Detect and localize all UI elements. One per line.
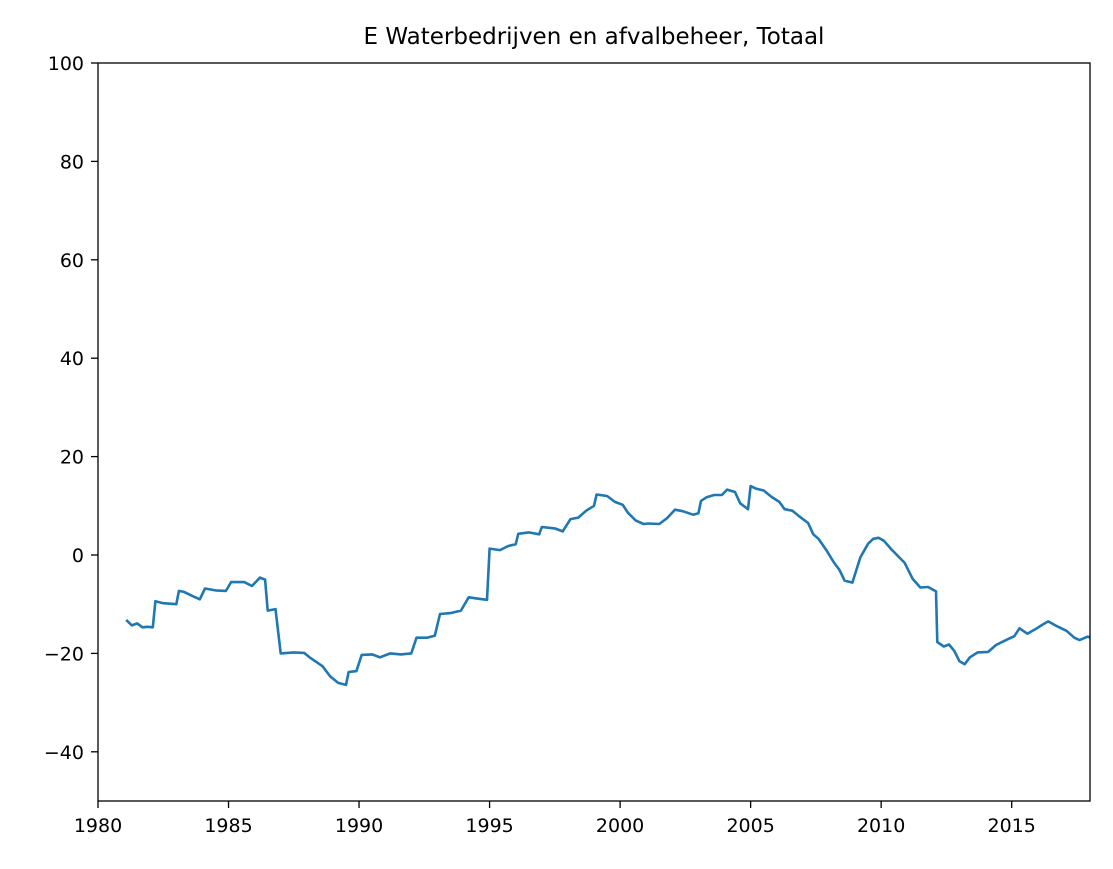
plot-area bbox=[125, 484, 1091, 687]
y-tick-label: 60 bbox=[60, 250, 84, 272]
y-tick-label: 100 bbox=[48, 53, 84, 75]
plot-frame bbox=[97, 62, 1091, 802]
x-axis: 1980 1985 1990 1995 2000 2005 2010 2015 bbox=[74, 801, 1036, 837]
y-axis: 100 80 60 40 20 0 −20 −40 bbox=[44, 53, 98, 764]
x-tick-label: 1980 bbox=[74, 815, 122, 837]
series-line bbox=[125, 484, 1091, 687]
x-tick-label: 2010 bbox=[857, 815, 905, 837]
y-tick-label: 80 bbox=[60, 151, 84, 173]
x-tick-label: 1990 bbox=[335, 815, 383, 837]
x-tick-label: 1995 bbox=[465, 815, 513, 837]
x-tick-label: 2015 bbox=[988, 815, 1036, 837]
y-tick-label: −20 bbox=[44, 643, 84, 665]
y-tick-label: −40 bbox=[44, 742, 84, 764]
y-tick-label: 0 bbox=[72, 545, 84, 567]
y-tick-label: 40 bbox=[60, 348, 84, 370]
x-tick-label: 2005 bbox=[726, 815, 774, 837]
x-tick-label: 1985 bbox=[204, 815, 252, 837]
y-tick-label: 20 bbox=[60, 447, 84, 469]
x-tick-label: 2000 bbox=[596, 815, 644, 837]
chart-title: E Waterbedrijven en afvalbeheer, Totaal bbox=[364, 24, 825, 50]
